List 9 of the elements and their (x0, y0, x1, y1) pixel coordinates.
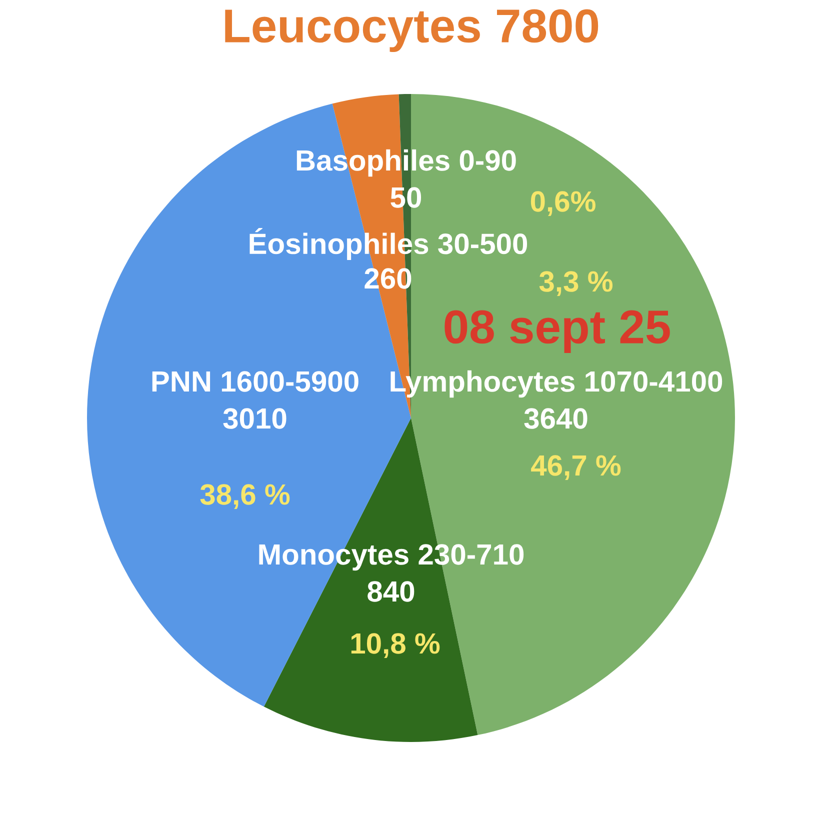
chart-title: Leucocytes 7800 (225, 9, 598, 52)
data-label: 10,8 % (351, 633, 440, 658)
data-label: 0,6% (530, 191, 596, 216)
slice-label: PNN 1600-5900 3010 (152, 371, 358, 429)
data-label: 3,3 % (539, 271, 613, 296)
data-label: 38,6 % (200, 484, 290, 510)
slice-label: Basophiles 0-90 50 (296, 149, 516, 208)
text: 08 sept 25 (444, 310, 670, 354)
data-label: 46,7 % (531, 455, 621, 480)
